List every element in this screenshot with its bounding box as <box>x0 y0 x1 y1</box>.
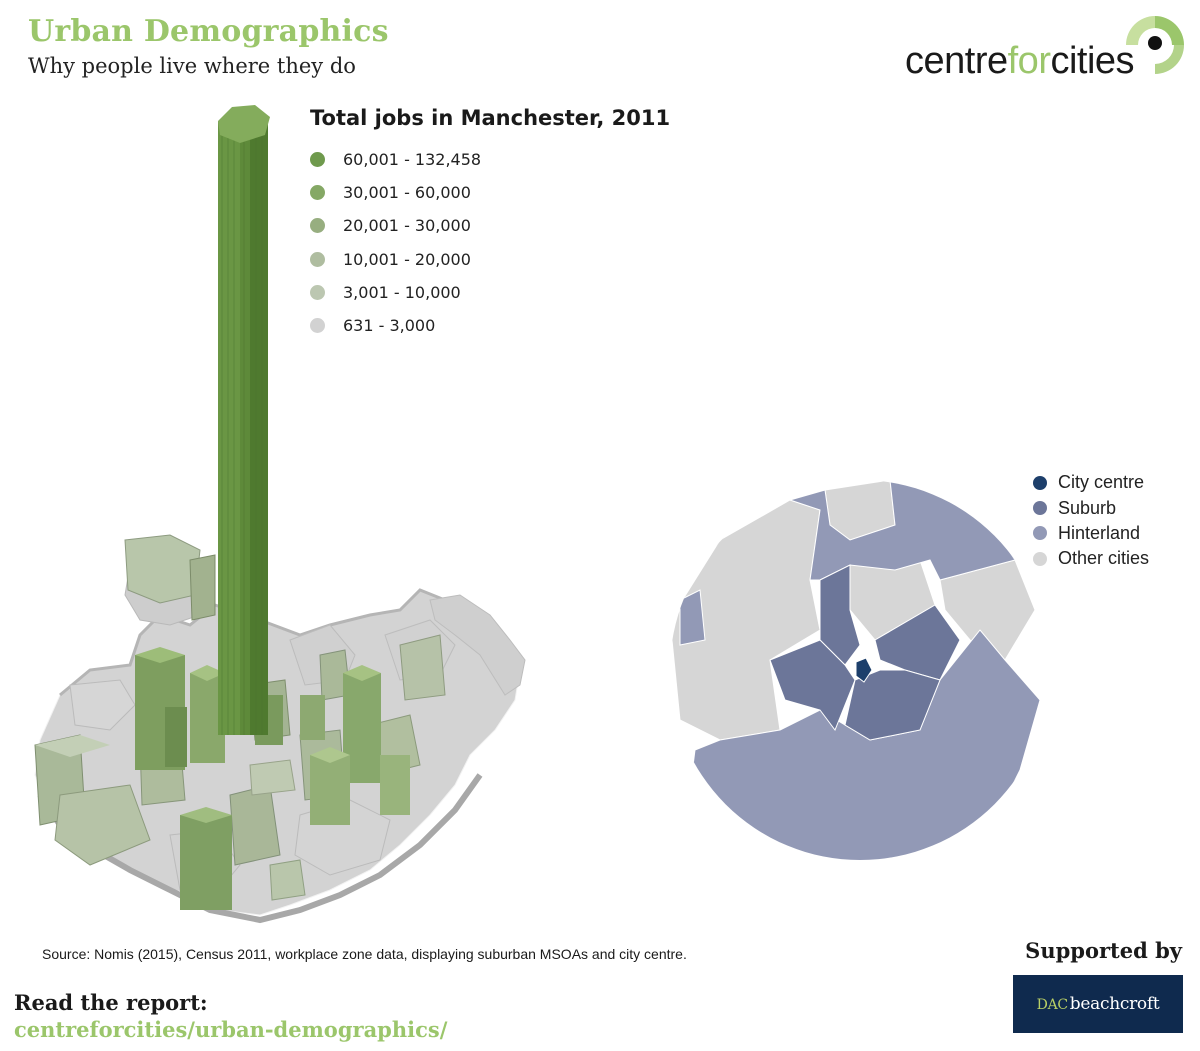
page-title: Urban Demographics <box>28 14 389 49</box>
logo-text-mid: for <box>1007 40 1051 82</box>
centreforcities-logo[interactable]: centreforcities <box>905 40 1135 83</box>
sponsor-prefix: DAC <box>1036 997 1068 1013</box>
report-link[interactable]: centreforcities/urban-demographics/ <box>14 1017 448 1042</box>
jobs-legend: 60,001 - 132,458 30,001 - 60,000 20,001 … <box>310 143 481 342</box>
zone-legend-item: Suburb <box>1033 495 1149 520</box>
zone-swatch <box>1033 526 1047 541</box>
sponsor-logo[interactable]: DAC beachcroft <box>1013 975 1183 1033</box>
map-extrusions-mid <box>135 647 410 910</box>
source-note: Source: Nomis (2015), Census 2011, workp… <box>42 946 687 962</box>
legend-swatch <box>310 284 325 300</box>
legend-label: 631 - 3,000 <box>343 316 436 336</box>
zone-legend: City centre Suburb Hinterland Other citi… <box>1033 470 1149 572</box>
read-report-label: Read the report: <box>14 990 208 1015</box>
sponsor-name: beachcroft <box>1069 994 1160 1014</box>
zone-legend-item: Other cities <box>1033 546 1149 571</box>
legend-item: 30,001 - 60,000 <box>310 176 481 209</box>
legend-swatch <box>310 218 325 234</box>
logo-swirl-icon <box>1126 16 1184 74</box>
legend-swatch <box>310 318 325 334</box>
zone-legend-item: Hinterland <box>1033 521 1149 546</box>
legend-label: 3,001 - 10,000 <box>343 282 461 302</box>
legend-swatch <box>310 251 325 267</box>
logo-text-end: cities <box>1050 40 1135 82</box>
zone-label: City centre <box>1058 472 1145 493</box>
zone-label: Other cities <box>1058 548 1150 569</box>
page-subtitle: Why people live where they do <box>28 54 356 78</box>
legend-item: 10,001 - 20,000 <box>310 243 481 276</box>
legend-item: 60,001 - 132,458 <box>310 143 481 176</box>
legend-label: 10,001 - 20,000 <box>343 249 471 269</box>
sponsor-logo-text: DAC beachcroft <box>1037 994 1160 1014</box>
zone-label: Suburb <box>1058 497 1117 518</box>
legend-item: 3,001 - 10,000 <box>310 276 481 309</box>
zone-swatch <box>1033 501 1047 516</box>
legend-item: 631 - 3,000 <box>310 309 481 342</box>
jobs-3d-map <box>34 105 526 924</box>
legend-label: 20,001 - 30,000 <box>343 216 471 236</box>
zone-swatch <box>1033 475 1047 490</box>
jobs-legend-title: Total jobs in Manchester, 2011 <box>310 106 671 130</box>
legend-label: 60,001 - 132,458 <box>343 150 482 170</box>
zone-swatch <box>1033 551 1047 566</box>
zone-label: Hinterland <box>1058 522 1141 543</box>
logo-text-start: centre <box>905 40 1008 82</box>
legend-item: 20,001 - 30,000 <box>310 209 481 242</box>
city-centre-tower <box>218 105 270 735</box>
zone-map <box>670 480 1050 860</box>
zone-legend-item: City centre <box>1033 470 1149 495</box>
legend-swatch <box>310 185 325 201</box>
legend-swatch <box>310 152 325 168</box>
supported-by-label: Supported by <box>1025 938 1182 963</box>
legend-label: 30,001 - 60,000 <box>343 183 471 203</box>
